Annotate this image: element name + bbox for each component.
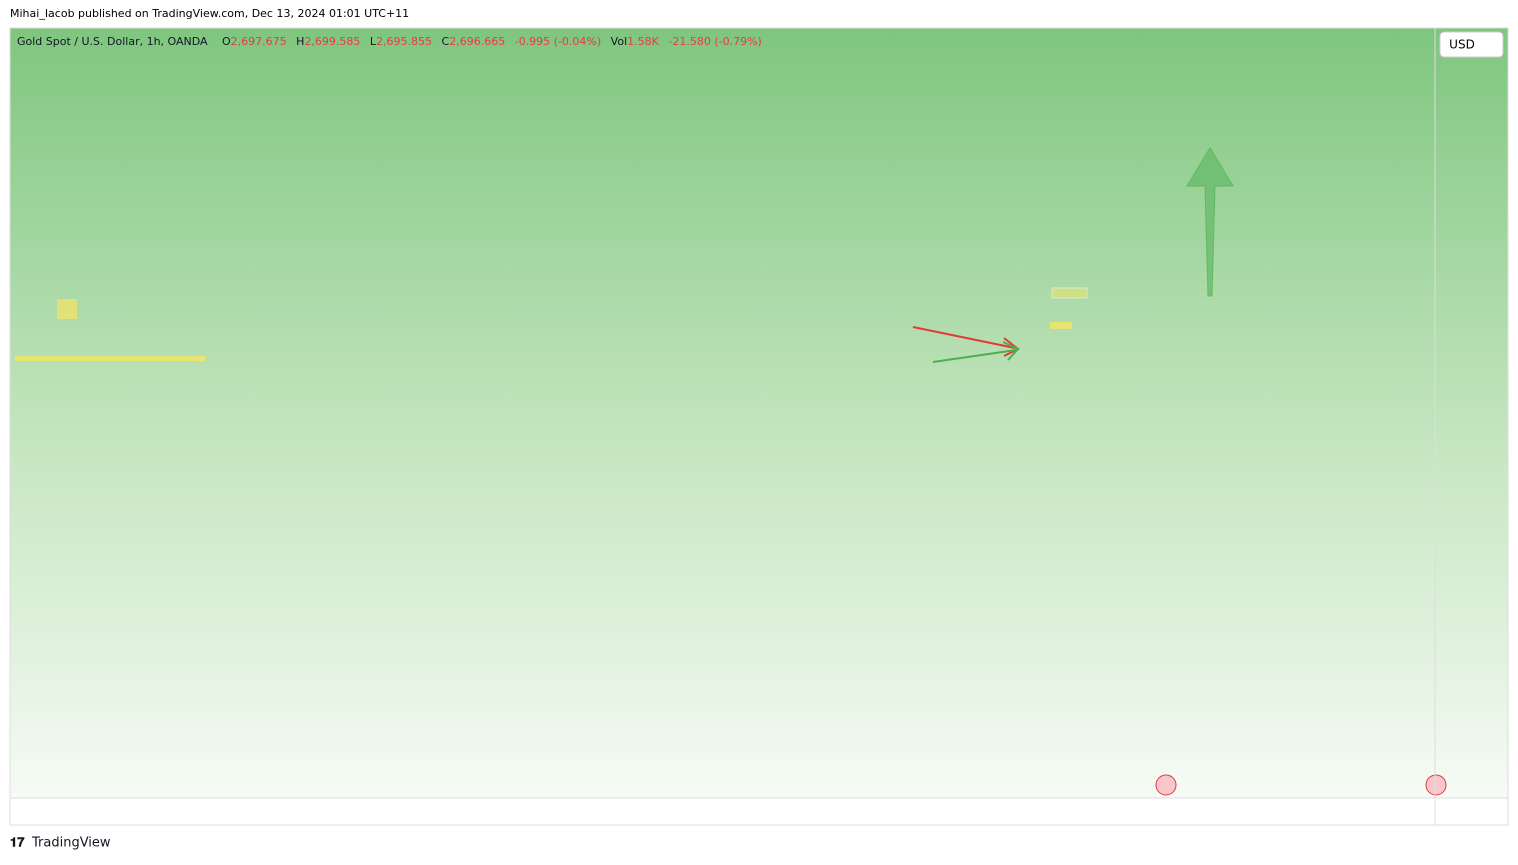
trend-arrow — [932, 349, 1017, 363]
change: -0.995 (-0.04%) — [515, 35, 601, 48]
up-arrow — [1186, 147, 1234, 297]
ohlc-value: 2,695.855 — [376, 35, 432, 48]
currency-label: USD — [1449, 38, 1475, 52]
ohlc-legend: O2,697.675 H2,699.585 L2,695.855 C2,696.… — [222, 35, 762, 48]
chart-background — [10, 28, 1508, 798]
chart-frame — [9, 27, 1509, 826]
ohlc-key: C — [442, 35, 450, 48]
attribution: Mihai_Iacob published on TradingView.com… — [10, 7, 409, 20]
event-icon — [1155, 774, 1177, 796]
ohlc-key: L — [370, 35, 377, 48]
symbol: Gold Spot / U.S. Dollar, 1h, OANDA — [17, 35, 208, 48]
vol-key: Vol — [611, 35, 627, 48]
highlight-zone — [15, 356, 205, 361]
vol-value: 1.58K — [627, 35, 659, 48]
arrow-head — [1002, 341, 1020, 361]
ohlc-value: 2,696.665 — [449, 35, 505, 48]
highlight-box — [57, 299, 77, 319]
vol-change: -21.580 (-0.79%) — [668, 35, 761, 48]
currency-button[interactable] — [1439, 31, 1504, 58]
ohlc-value: 2,699.585 — [304, 35, 360, 48]
highlight-zone — [1051, 287, 1088, 299]
ohlc-key: O — [222, 35, 231, 48]
footer-logo: 𝟏𝟕 — [10, 836, 25, 851]
ohlc-key: H — [296, 35, 304, 48]
trend-arrow — [912, 326, 1016, 349]
footer-brand: TradingView — [31, 836, 111, 851]
highlight-zone — [1050, 322, 1072, 329]
event-icon — [1425, 774, 1447, 796]
ohlc-value: 2,697.675 — [231, 35, 287, 48]
